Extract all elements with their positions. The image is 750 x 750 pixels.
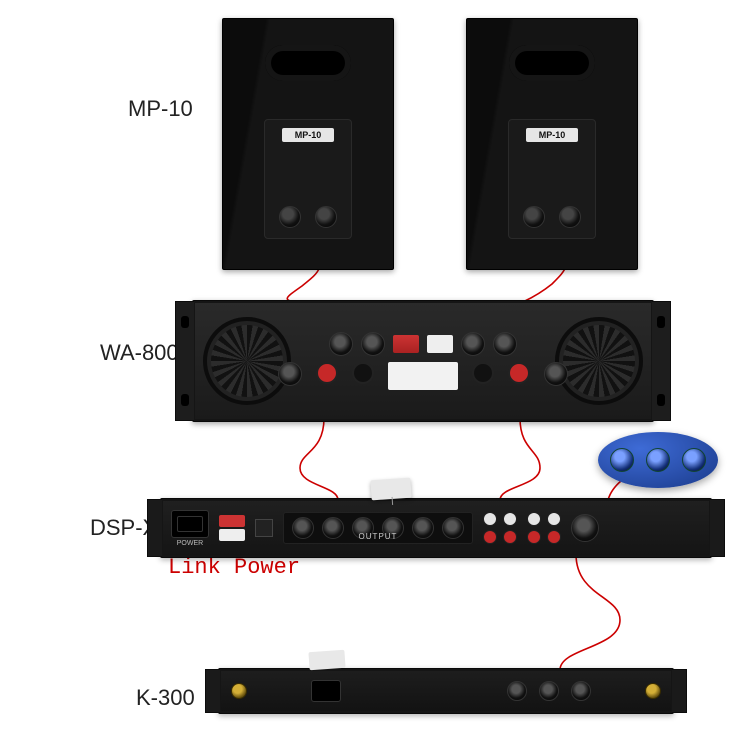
wire-dsp-to-amp-left	[300, 418, 338, 500]
brand-sticker-icon	[427, 335, 453, 353]
rca-jack	[503, 530, 517, 544]
rack-ear	[672, 669, 687, 713]
sticker-block	[219, 515, 245, 541]
xlr-jack	[571, 681, 591, 701]
speaker-plate: MP-10	[508, 119, 596, 239]
output-label: OUTPUT	[359, 532, 398, 541]
iec-inlet-icon	[311, 680, 341, 702]
xlr-jack	[507, 681, 527, 701]
speakon-jack	[544, 362, 568, 386]
warning-sticker-icon	[393, 335, 419, 353]
speakon-jack	[279, 206, 301, 228]
rack-ear	[710, 499, 725, 557]
hang-tag-icon	[308, 650, 345, 670]
rca-bank	[483, 512, 517, 544]
rack-ear	[652, 301, 671, 421]
xlr-jack	[493, 332, 517, 356]
rca-bank	[527, 512, 561, 544]
speaker-port	[509, 45, 595, 81]
warning-sticker-icon	[219, 515, 245, 527]
k300	[218, 668, 674, 714]
speaker-plate: MP-10	[264, 119, 352, 239]
label-link-power: Link Power	[168, 555, 300, 580]
amp-wa800	[192, 300, 654, 422]
speaker-right: MP-10	[466, 18, 638, 270]
rca-jack	[527, 512, 541, 526]
iec-inlet-icon	[171, 510, 209, 538]
antenna-bnc-icon	[231, 683, 247, 699]
speaker-port	[265, 45, 351, 81]
jack-callout	[598, 432, 718, 488]
speaker-plate-label: MP-10	[526, 128, 578, 142]
binding-post-red	[508, 362, 530, 384]
speakon-jack	[523, 206, 545, 228]
hang-tag-icon	[370, 478, 411, 501]
binding-post-black	[472, 362, 494, 384]
label-mp10: MP-10	[128, 96, 193, 122]
rack-ear	[147, 499, 162, 557]
binding-post-red	[316, 362, 338, 384]
callout-jack-icon	[646, 448, 670, 472]
wire-dsp-to-amp-right	[500, 418, 540, 500]
xlr-jack	[361, 332, 385, 356]
wire-dsp-to-k300	[560, 554, 620, 670]
speaker-plate-label: MP-10	[282, 128, 334, 142]
speakon-jack	[278, 362, 302, 386]
xlr-jack	[322, 517, 344, 539]
speakon-jack	[559, 206, 581, 228]
xlr-input-jack	[571, 514, 599, 542]
fan-grille-icon	[203, 317, 291, 405]
xlr-jack	[539, 681, 559, 701]
fan-grille-icon	[555, 317, 643, 405]
power-block: POWER	[171, 510, 209, 547]
dsp-x5: POWER OUTPUT	[160, 498, 712, 558]
label-wa800: WA-800	[100, 340, 179, 366]
usb-port-icon	[255, 519, 273, 537]
antenna-bnc-icon	[645, 683, 661, 699]
xlr-jack	[329, 332, 353, 356]
speaker-left: MP-10	[222, 18, 394, 270]
rca-jack	[547, 530, 561, 544]
rca-jack	[503, 512, 517, 526]
callout-jack-icon	[610, 448, 634, 472]
xlr-jack	[461, 332, 485, 356]
rack-ear	[205, 669, 220, 713]
rca-jack	[483, 530, 497, 544]
xlr-jack	[412, 517, 434, 539]
callout-jack-icon	[682, 448, 706, 472]
speakon-jack	[315, 206, 337, 228]
binding-post-black	[352, 362, 374, 384]
rca-jack	[547, 512, 561, 526]
rack-ear	[175, 301, 194, 421]
serial-label-icon	[388, 362, 458, 390]
rca-jack	[483, 512, 497, 526]
brand-sticker-icon	[219, 529, 245, 541]
xlr-jack	[292, 517, 314, 539]
power-label: POWER	[177, 540, 203, 547]
xlr-jack	[442, 517, 464, 539]
rca-jack	[527, 530, 541, 544]
label-k300: K-300	[136, 685, 195, 711]
diagram-stage: MP-10 WA-800 DSP-X5 Link Power K-300 MP-…	[0, 0, 750, 750]
